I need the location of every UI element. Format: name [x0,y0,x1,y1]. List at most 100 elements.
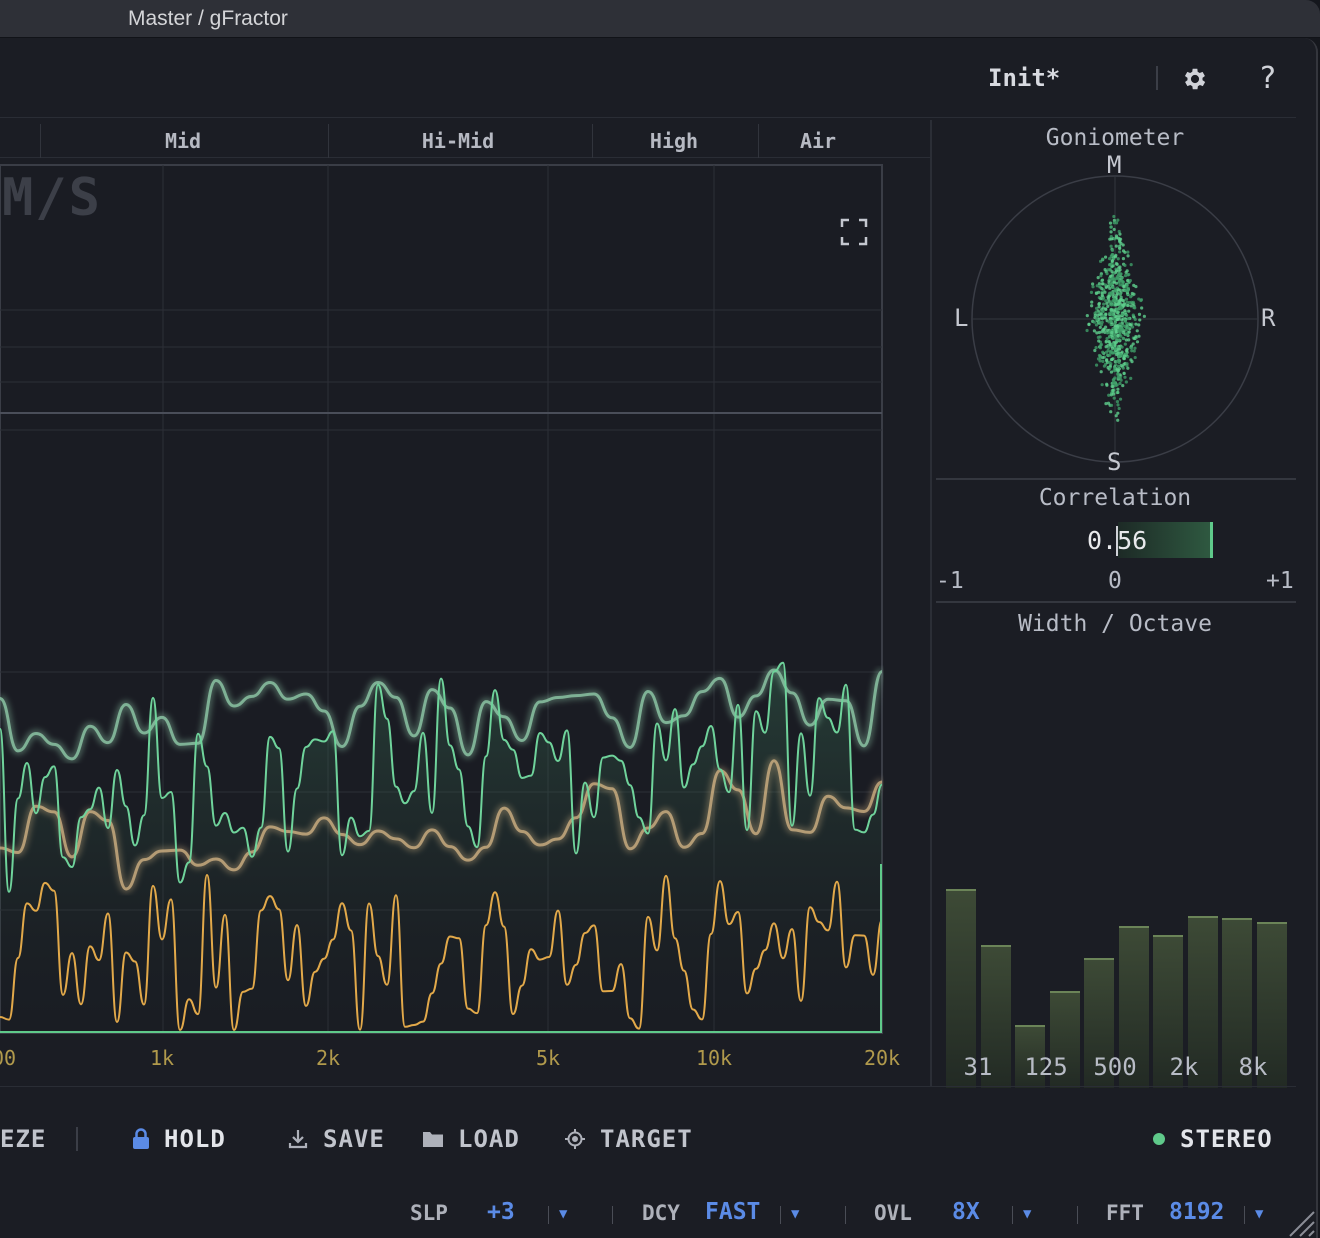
lock-icon [132,1128,150,1150]
width-octave-bars [940,858,1290,1088]
hold-button[interactable]: HOLD [132,1125,226,1153]
width-bar [1015,1025,1045,1088]
width-bar [980,945,1011,1088]
band-divider [40,124,41,158]
overlap-dropdown-icon[interactable]: ▼ [1023,1206,1032,1222]
width-bar [1153,934,1183,1088]
crosshair-icon [564,1128,586,1150]
section-divider [936,601,1296,603]
status-divider [1244,1206,1245,1224]
band-hi-mid: Hi-Mid [421,129,495,153]
status-dot-icon [1152,1132,1166,1146]
toolbar-divider [1156,66,1158,90]
freq-label: 2k [315,1046,341,1070]
slope-label: SLP [410,1201,448,1225]
overlap-label: OVL [874,1201,912,1225]
title-bar: Master / gFractor [0,0,1320,38]
status-divider [845,1206,846,1224]
status-divider [1012,1206,1013,1224]
hold-label: HOLD [164,1125,226,1153]
goniometer-title: Goniometer [1045,125,1185,151]
plugin-window: Init* ? Mid Hi-Mid High Air [0,38,1318,1238]
save-label: SAVE [323,1125,385,1153]
resize-handle-icon[interactable] [1282,1204,1316,1238]
width-octave-title: Width / Octave [1018,611,1212,637]
band-header: Mid Hi-Mid High Air [0,120,930,158]
gonio-label-s: S [1107,448,1122,476]
freq-label: 1k [149,1046,175,1070]
width-bar [1118,926,1149,1088]
status-divider [612,1206,613,1224]
freeze-label: EZE [0,1125,47,1153]
octave-label: 500 [1093,1053,1137,1081]
stereo-label: STEREO [1180,1125,1273,1153]
download-icon [287,1128,309,1150]
band-divider [592,124,593,158]
status-divider [1077,1206,1078,1224]
fft-dropdown-icon[interactable]: ▼ [1255,1206,1264,1222]
width-bar [1187,915,1218,1088]
correlation-cursor [1116,526,1118,556]
correlation-title: Correlation [1038,485,1192,511]
goniometer: M S L R [945,151,1285,508]
top-toolbar: Init* ? [0,38,1296,118]
status-divider [548,1206,549,1224]
width-bar [1049,991,1080,1088]
octave-label: 2k [1169,1053,1199,1081]
correlation-bar [1118,522,1213,558]
gonio-label-r: R [1261,304,1276,332]
panel-divider [930,120,932,1086]
target-button[interactable]: TARGET [564,1125,693,1153]
band-divider [328,124,329,158]
goniometer-plot [971,175,1259,463]
band-mid: Mid [164,129,202,153]
freq-label: 5k [535,1046,561,1070]
freq-label: 10k [695,1046,733,1070]
octave-label: 31 [963,1053,993,1081]
octave-label: 125 [1024,1053,1068,1081]
correlation-zero: 0 [1108,568,1122,594]
gonio-label-l: L [954,304,969,332]
help-icon[interactable]: ? [1260,60,1276,96]
correlation-max: +1 [1266,568,1294,594]
fullscreen-icon[interactable] [838,216,870,248]
load-button[interactable]: LOAD [422,1125,520,1153]
decay-label: DCY [642,1201,680,1225]
load-label: LOAD [458,1125,520,1153]
window-title: Master / gFractor [128,7,288,30]
slope-value[interactable]: +3 [487,1199,515,1225]
decay-value[interactable]: FAST [705,1199,761,1225]
freq-label: 20k [863,1046,901,1070]
width-bar [1084,957,1114,1088]
preset-name[interactable]: Init* [988,64,1061,92]
fft-label: FFT [1106,1201,1144,1225]
overlap-value[interactable]: 8X [952,1199,980,1225]
toolbar-divider [76,1127,78,1151]
status-bar: SLP +3 ▼ DCY FAST ▼ OVL 8X ▼ FFT 8192 ▼ [0,1188,1315,1238]
width-bar [1256,922,1287,1088]
width-bar [946,888,976,1088]
fft-value[interactable]: 8192 [1169,1199,1225,1225]
save-button[interactable]: SAVE [287,1125,385,1153]
band-divider [758,124,759,158]
spectrum-graph [0,164,884,1034]
mode-label: M/S [2,168,102,228]
octave-label: 8k [1238,1053,1268,1081]
section-divider [936,478,1296,480]
status-divider [780,1206,781,1224]
decay-dropdown-icon[interactable]: ▼ [791,1206,800,1222]
slope-dropdown-icon[interactable]: ▼ [559,1206,568,1222]
bottom-toolbar: EZE HOLD SAVE LOAD TARGET [0,1086,1296,1186]
width-bar [1222,917,1252,1088]
band-high: High [649,129,699,153]
freeze-button[interactable]: EZE [0,1125,46,1153]
band-air: Air [799,129,837,153]
folder-icon [422,1130,444,1148]
freq-label: 00 [0,1046,17,1070]
spectrum-analyzer[interactable]: M/S [0,164,884,1035]
correlation-min: -1 [936,568,964,594]
gear-icon[interactable] [1178,62,1212,96]
stereo-toggle[interactable]: STEREO [1152,1125,1273,1153]
gonio-label-m: M [1107,151,1122,179]
target-label: TARGET [600,1125,693,1153]
